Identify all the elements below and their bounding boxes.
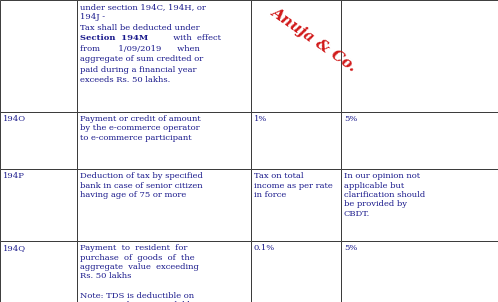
- Bar: [251, 169, 341, 241]
- Bar: [0, 112, 77, 169]
- Bar: [341, 169, 498, 241]
- Text: Section  194M: Section 194M: [80, 34, 148, 42]
- Bar: [341, 0, 498, 112]
- Text: Anuja & Co.: Anuja & Co.: [268, 5, 359, 74]
- Text: Payment  to  resident  for
purchase  of  goods  of  the
aggregate  value  exceed: Payment to resident for purchase of good…: [80, 244, 199, 302]
- Text: Tax shall be deducted under: Tax shall be deducted under: [80, 24, 200, 32]
- Bar: [77, 0, 251, 112]
- Text: from       1/09/2019      when: from 1/09/2019 when: [80, 45, 200, 53]
- Text: In our opinion not
applicable but
clarification should
be provided by
CBDT.: In our opinion not applicable but clarif…: [344, 172, 425, 218]
- Text: Tax on total
income as per rate
in force: Tax on total income as per rate in force: [254, 172, 333, 199]
- Text: 194P: 194P: [3, 172, 25, 180]
- Text: paid during a financial year: paid during a financial year: [80, 66, 197, 73]
- Bar: [251, 0, 341, 112]
- Text: Payment or credit of amount
by the e-commerce operator
to e-commerce participant: Payment or credit of amount by the e-com…: [80, 115, 201, 142]
- Text: exceeds Rs. 50 lakhs.: exceeds Rs. 50 lakhs.: [80, 76, 170, 84]
- Bar: [77, 112, 251, 169]
- Bar: [0, 169, 77, 241]
- Text: under section 194C, 194H, or: under section 194C, 194H, or: [80, 3, 206, 11]
- Text: 0.1%: 0.1%: [254, 244, 275, 252]
- Text: with  effect: with effect: [168, 34, 221, 42]
- Text: aggregate of sum credited or: aggregate of sum credited or: [80, 55, 203, 63]
- Bar: [341, 112, 498, 169]
- Bar: [77, 169, 251, 241]
- Text: 194O: 194O: [3, 115, 26, 123]
- Text: 1%: 1%: [254, 115, 267, 123]
- Bar: [0, 0, 77, 112]
- Text: 194Q: 194Q: [3, 244, 26, 252]
- Text: 5%: 5%: [344, 244, 358, 252]
- Bar: [77, 241, 251, 302]
- Bar: [0, 241, 77, 302]
- Bar: [251, 241, 341, 302]
- Bar: [251, 112, 341, 169]
- Text: 5%: 5%: [344, 115, 358, 123]
- Text: Deduction of tax by specified
bank in case of senior citizen
having age of 75 or: Deduction of tax by specified bank in ca…: [80, 172, 203, 199]
- Bar: [341, 241, 498, 302]
- Text: 194J -: 194J -: [80, 13, 105, 21]
